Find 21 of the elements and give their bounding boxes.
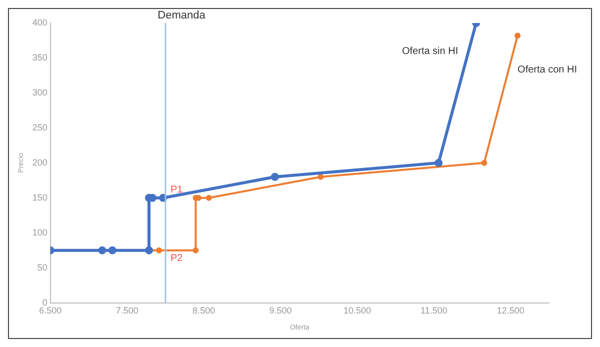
y-tick-label: 150	[32, 192, 48, 202]
y-tick-label: 200	[32, 157, 48, 168]
y-tick-label: 350	[32, 52, 48, 62]
y-tick-label: 400	[32, 17, 48, 28]
series-label: Oferta con HI	[518, 64, 578, 76]
ref-line-label: Demanda	[158, 10, 206, 22]
x-tick-label: 7.500	[116, 306, 138, 316]
y-tick-label: 250	[32, 122, 48, 132]
y-tick-label: 300	[32, 87, 48, 98]
series-label: Oferta sin HI	[402, 46, 458, 57]
x-tick-label: 6.500	[39, 306, 62, 316]
x-tick-label: 12.500	[496, 306, 524, 316]
y-tick-label: 100	[32, 227, 48, 238]
x-tick-label: 11.500	[420, 306, 448, 316]
y-tick-label: 50	[37, 262, 48, 272]
y-tick-label: 0	[42, 297, 48, 308]
x-tick-label: 8.500	[192, 306, 216, 316]
annotation: P1	[170, 184, 184, 196]
x-tick-label: 10.500	[343, 306, 372, 316]
annotation: P2	[170, 253, 184, 264]
x-tick-label: 9.500	[269, 306, 292, 316]
